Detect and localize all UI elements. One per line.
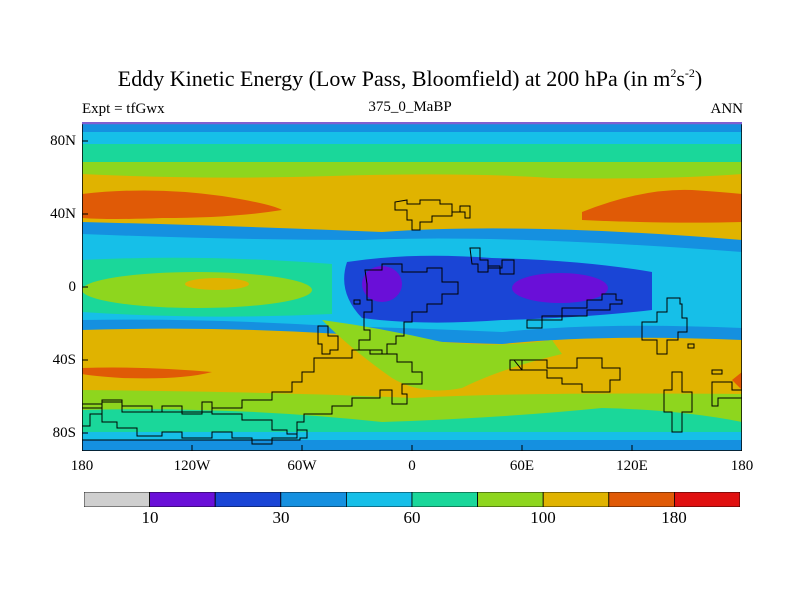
colorbar-label-100: 100	[530, 508, 556, 527]
coastline	[711, 381, 742, 407]
band	[82, 144, 742, 164]
lon-label-120e: 120E	[616, 458, 648, 474]
colorbar-label-30: 30	[272, 508, 290, 527]
coastline	[469, 247, 515, 275]
band	[185, 278, 249, 290]
colorbar-swatch	[280, 492, 347, 507]
coastline-overlay	[82, 199, 742, 445]
colorbar-swatch	[149, 492, 216, 507]
band	[322, 320, 562, 391]
lon-label-180e: 180	[730, 458, 754, 474]
coastline	[711, 369, 723, 375]
band	[82, 122, 742, 134]
band	[82, 162, 742, 179]
band	[82, 190, 282, 219]
lon-label-120w: 120W	[173, 458, 211, 474]
lat-label-40s: 40S	[52, 352, 76, 368]
colorbar-swatch	[542, 492, 610, 507]
colorbar-swatch	[411, 492, 478, 507]
band	[582, 189, 742, 223]
colorbar-swatch	[608, 492, 675, 507]
coastline	[317, 325, 339, 355]
colorbar-swatch	[345, 492, 413, 507]
colorbar-swatch	[674, 492, 740, 507]
lon-label-60e: 60E	[509, 458, 535, 474]
lat-label-80s: 80S	[52, 425, 76, 441]
lon-label-60w: 60W	[287, 458, 317, 474]
lat-label-80n: 80N	[50, 133, 76, 149]
lat-label-0: 0	[68, 279, 77, 295]
lon-label-180w: 180	[70, 458, 94, 474]
season-label: ANN	[710, 101, 744, 117]
plot-title: Eddy Kinetic Energy (Low Pass, Bloomfiel…	[117, 66, 703, 91]
colorbar-label-60: 60	[403, 508, 421, 527]
band	[512, 273, 608, 303]
coastline	[353, 299, 361, 305]
run-label: 375_0_MaBP	[368, 99, 452, 115]
band	[652, 272, 742, 315]
colorbar	[84, 492, 740, 507]
coastline	[687, 343, 695, 349]
coastline	[663, 371, 693, 433]
band	[362, 266, 402, 302]
band	[82, 367, 212, 379]
coastline	[526, 293, 623, 329]
map-ticks	[82, 140, 633, 451]
lat-label-40n: 40N	[50, 206, 76, 222]
colorbar-swatch	[477, 492, 544, 507]
colorbar-label-10: 10	[141, 508, 159, 527]
coastline	[641, 297, 688, 355]
experiment-label: Expt = tfGwx	[82, 101, 165, 117]
lon-label-0: 0	[408, 458, 416, 474]
eke-contour-map	[82, 122, 742, 451]
band	[82, 272, 312, 308]
coastline	[512, 357, 621, 393]
colorbar-swatch	[214, 492, 282, 507]
coastline	[82, 407, 308, 445]
colorbar-label-180: 180	[661, 508, 687, 527]
coastline	[358, 263, 459, 355]
coastline	[82, 349, 423, 435]
band	[82, 132, 742, 146]
colorbar-swatch	[84, 492, 150, 507]
coastline	[394, 199, 471, 231]
band	[732, 372, 742, 390]
